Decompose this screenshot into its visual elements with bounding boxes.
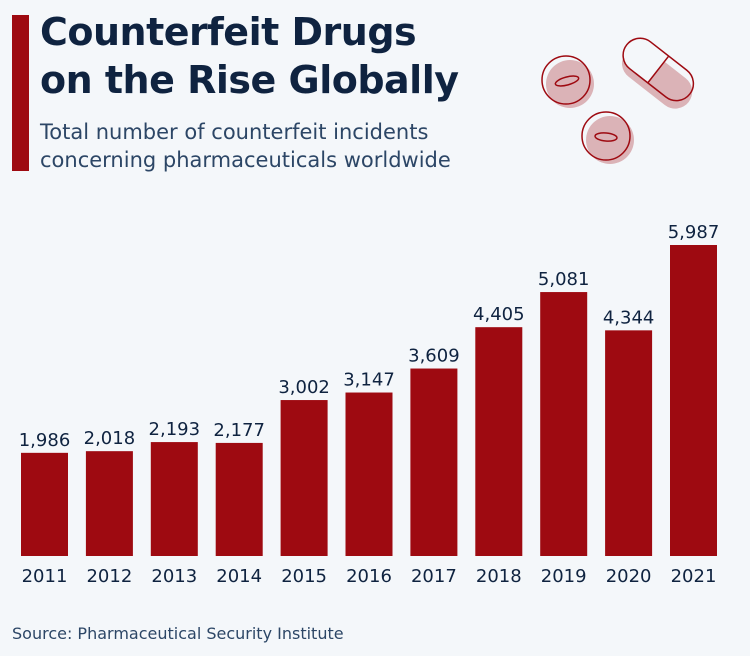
x-tick-label-2012: 2012 (86, 566, 132, 587)
bar-chart: 1,986 2011 2,018 2012 2,193 2013 2,177 2014 3,00… (19, 222, 720, 587)
data-label-2017: 3,609 (408, 346, 460, 367)
data-label-2021: 5,987 (668, 222, 720, 243)
bar-2018 (475, 327, 523, 556)
data-label-2015: 3,002 (278, 377, 330, 398)
data-label-2012: 2,018 (84, 428, 136, 449)
bar-2015 (280, 400, 328, 556)
x-tick-label-2021: 2021 (671, 566, 717, 587)
x-tick-label-2018: 2018 (476, 566, 522, 587)
bar-2013 (150, 442, 198, 556)
bar-2016 (345, 392, 393, 556)
x-tick-label-2011: 2011 (22, 566, 68, 587)
capsule-icon (621, 37, 695, 109)
bar-2011 (21, 452, 68, 556)
chart-subtitle: Total number of counterfeit incidents co… (40, 118, 451, 174)
x-tick-label-2019: 2019 (541, 566, 587, 587)
title-line-1: Counterfeit Drugs (40, 10, 417, 54)
bar-2021 (670, 245, 717, 556)
pill-tablet-2-icon (581, 111, 634, 164)
x-tick-label-2013: 2013 (151, 566, 197, 587)
x-tick-label-2016: 2016 (346, 566, 392, 587)
data-label-2018: 4,405 (473, 304, 525, 325)
bar-2020 (605, 330, 653, 556)
bar-2012 (85, 451, 133, 556)
x-tick-label-2020: 2020 (606, 566, 652, 587)
bar-2014 (215, 442, 263, 556)
source-note: Source: Pharmaceutical Security Institut… (12, 624, 344, 643)
x-tick-label-2015: 2015 (281, 566, 327, 587)
data-label-2019: 5,081 (538, 269, 590, 290)
pill-tablet-1-icon (541, 55, 594, 108)
bar-2019 (540, 292, 588, 556)
x-tick-label-2017: 2017 (411, 566, 457, 587)
data-label-2014: 2,177 (213, 420, 265, 441)
chart-title: Counterfeit Drugs on the Rise Globally (40, 8, 459, 104)
x-tick-label-2014: 2014 (216, 566, 262, 587)
data-label-2013: 2,193 (149, 419, 201, 440)
subtitle-line-2: concerning pharmaceuticals worldwide (40, 148, 451, 172)
title-accent-bar (12, 15, 29, 171)
pills-icon (541, 37, 695, 164)
data-label-2020: 4,344 (603, 307, 655, 328)
data-label-2016: 3,147 (343, 370, 395, 391)
subtitle-line-1: Total number of counterfeit incidents (40, 120, 429, 144)
data-label-2011: 1,986 (19, 430, 71, 451)
bar-2017 (410, 368, 458, 556)
title-line-2: on the Rise Globally (40, 58, 459, 102)
